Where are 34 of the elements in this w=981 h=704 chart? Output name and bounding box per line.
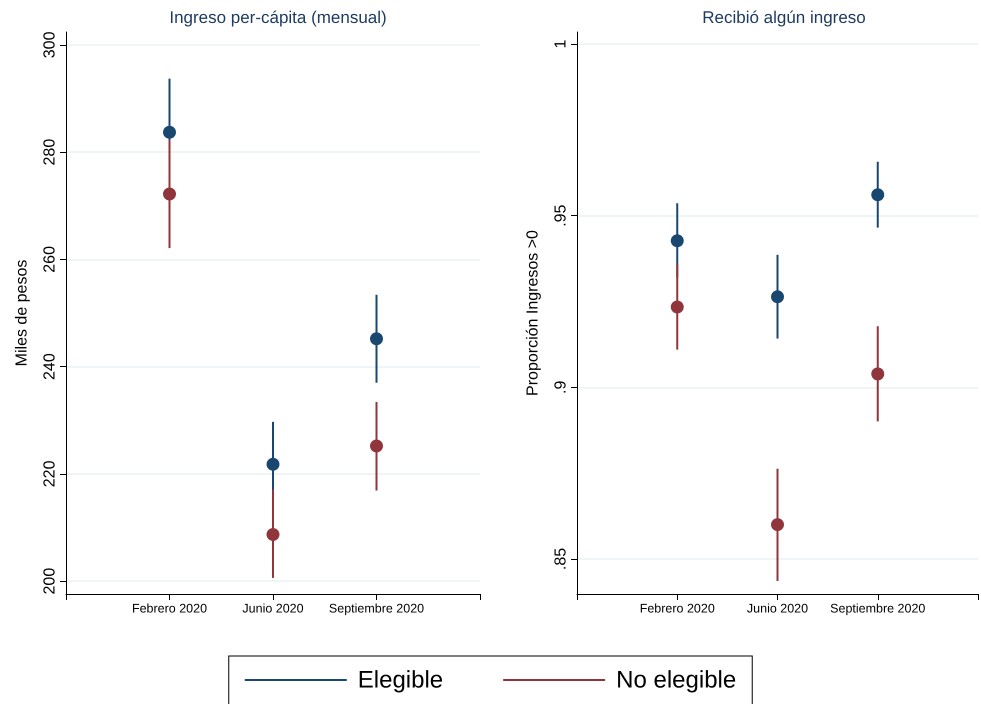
y-tick-label: 220 bbox=[42, 460, 58, 488]
point bbox=[871, 367, 884, 380]
point bbox=[266, 458, 280, 471]
point bbox=[670, 234, 684, 248]
y-tick-label: 280 bbox=[42, 138, 58, 166]
x-tick-label: Junio 2020 bbox=[746, 602, 808, 616]
point bbox=[370, 332, 383, 346]
legend-label: No elegible bbox=[616, 666, 736, 694]
y-tick-label: 300 bbox=[42, 31, 58, 58]
x-tick-label: Junio 2020 bbox=[242, 602, 304, 616]
point bbox=[370, 439, 383, 452]
point bbox=[266, 528, 280, 541]
y-tick-label: 240 bbox=[42, 353, 58, 380]
y-tick-label: 1 bbox=[552, 39, 570, 48]
x-tick-label: Febrero 2020 bbox=[132, 602, 208, 616]
y-tick-label: .95 bbox=[552, 204, 570, 227]
legend-label: Elegible bbox=[358, 666, 444, 694]
point bbox=[163, 126, 176, 139]
y-axis-title: Proporción Ingresos >0 bbox=[524, 230, 542, 396]
y-tick-label: .9 bbox=[552, 380, 570, 394]
x-tick-label: Septiembre 2020 bbox=[328, 602, 424, 616]
chart-title: Recibió algún ingreso bbox=[702, 8, 866, 27]
point bbox=[163, 187, 176, 200]
x-tick-label: Febrero 2020 bbox=[640, 602, 715, 616]
point bbox=[871, 188, 884, 202]
point bbox=[771, 518, 784, 532]
chart-title: Ingreso per-cápita (mensual) bbox=[169, 8, 387, 27]
y-axis-title: Miles de pesos bbox=[14, 260, 30, 366]
y-tick-label: .85 bbox=[552, 548, 570, 570]
point bbox=[670, 300, 684, 314]
x-tick-label: Septiembre 2020 bbox=[830, 602, 926, 616]
y-tick-label: 200 bbox=[42, 568, 58, 594]
y-tick-label: 260 bbox=[42, 246, 58, 273]
point bbox=[771, 290, 784, 304]
